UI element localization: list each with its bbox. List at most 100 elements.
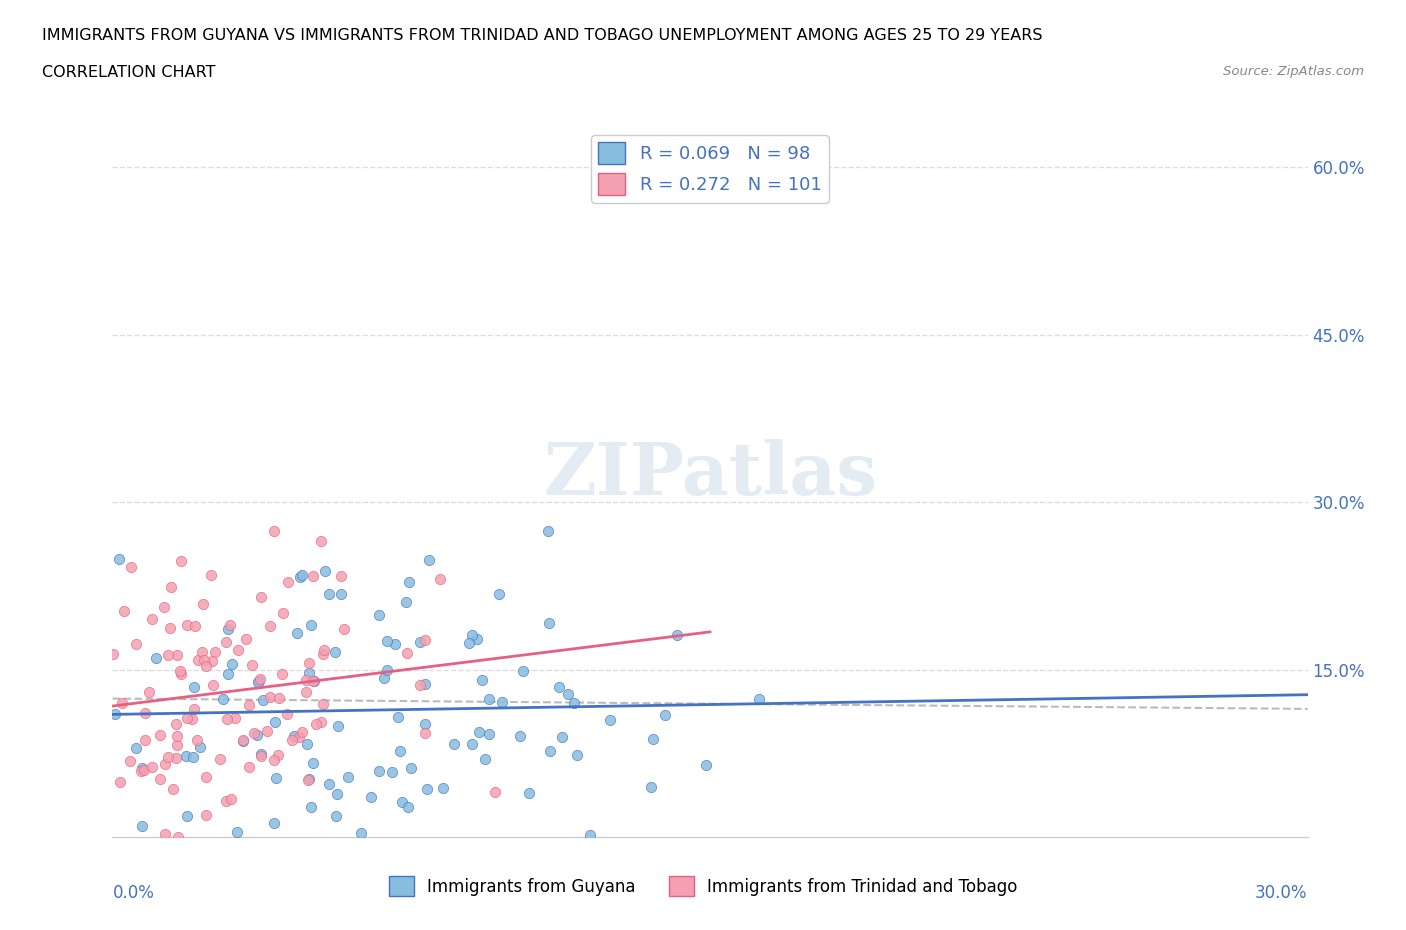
Immigrants from Guyana — [188, 739, 211, 754]
Immigrants from Guyana — [640, 779, 662, 794]
Immigrants from Trinidad and Tobago — [159, 620, 181, 635]
Immigrants from Trinidad and Tobago — [153, 827, 176, 842]
Immigrants from Guyana — [509, 729, 531, 744]
Immigrants from Trinidad and Tobago — [249, 671, 271, 686]
Immigrants from Trinidad and Tobago — [134, 706, 156, 721]
Immigrants from Trinidad and Tobago — [291, 724, 314, 739]
Immigrants from Guyana — [458, 636, 481, 651]
Immigrants from Trinidad and Tobago — [200, 567, 222, 582]
Immigrants from Guyana — [551, 730, 574, 745]
Immigrants from Guyana — [413, 676, 436, 691]
Immigrants from Trinidad and Tobago — [219, 618, 242, 632]
Immigrants from Trinidad and Tobago — [276, 575, 298, 590]
Immigrants from Trinidad and Tobago — [120, 560, 142, 575]
Immigrants from Guyana — [299, 618, 322, 632]
Immigrants from Guyana — [478, 691, 501, 706]
Immigrants from Guyana — [471, 672, 494, 687]
Immigrants from Trinidad and Tobago — [170, 553, 193, 568]
Immigrants from Guyana — [131, 818, 153, 833]
Immigrants from Guyana — [104, 706, 127, 721]
Immigrants from Trinidad and Tobago — [295, 684, 318, 699]
Immigrants from Trinidad and Tobago — [312, 643, 335, 658]
Immigrants from Guyana — [401, 761, 423, 776]
Immigrants from Trinidad and Tobago — [112, 604, 135, 618]
Immigrants from Guyana — [232, 733, 254, 748]
Immigrants from Guyana — [285, 626, 308, 641]
Immigrants from Guyana — [418, 552, 440, 567]
Immigrants from Guyana — [183, 750, 205, 764]
Immigrants from Trinidad and Tobago — [276, 706, 298, 721]
Immigrants from Guyana — [247, 674, 270, 689]
Legend: Immigrants from Guyana, Immigrants from Trinidad and Tobago: Immigrants from Guyana, Immigrants from … — [382, 870, 1024, 903]
Immigrants from Guyana — [381, 764, 404, 779]
Immigrants from Guyana — [461, 628, 484, 643]
Immigrants from Guyana — [467, 724, 489, 739]
Immigrants from Guyana — [367, 607, 389, 622]
Immigrants from Trinidad and Tobago — [120, 753, 142, 768]
Immigrants from Trinidad and Tobago — [193, 652, 215, 667]
Immigrants from Trinidad and Tobago — [166, 729, 188, 744]
Immigrants from Trinidad and Tobago — [201, 654, 224, 669]
Immigrants from Trinidad and Tobago — [302, 674, 325, 689]
Immigrants from Trinidad and Tobago — [298, 656, 321, 671]
Immigrants from Guyana — [547, 680, 569, 695]
Immigrants from Trinidad and Tobago — [228, 643, 250, 658]
Immigrants from Guyana — [318, 587, 340, 602]
Immigrants from Trinidad and Tobago — [176, 618, 198, 632]
Immigrants from Trinidad and Tobago — [157, 647, 180, 662]
Immigrants from Trinidad and Tobago — [408, 678, 430, 693]
Immigrants from Guyana — [567, 748, 589, 763]
Immigrants from Guyana — [176, 809, 198, 824]
Immigrants from Guyana — [245, 727, 267, 742]
Immigrants from Trinidad and Tobago — [141, 611, 163, 626]
Immigrants from Trinidad and Tobago — [184, 618, 207, 633]
Immigrants from Guyana — [368, 764, 391, 778]
Immigrants from Guyana — [395, 594, 418, 609]
Immigrants from Guyana — [537, 616, 560, 631]
Immigrants from Trinidad and Tobago — [110, 775, 132, 790]
Immigrants from Trinidad and Tobago — [267, 748, 290, 763]
Immigrants from Trinidad and Tobago — [138, 684, 160, 699]
Immigrants from Guyana — [283, 728, 305, 743]
Immigrants from Trinidad and Tobago — [429, 571, 451, 586]
Immigrants from Guyana — [474, 751, 496, 766]
Immigrants from Guyana — [145, 650, 167, 665]
Immigrants from Trinidad and Tobago — [176, 711, 198, 726]
Immigrants from Guyana — [314, 564, 336, 578]
Immigrants from Guyana — [391, 794, 413, 809]
Immigrants from Guyana — [579, 827, 602, 842]
Immigrants from Trinidad and Tobago — [183, 702, 205, 717]
Immigrants from Guyana — [225, 825, 247, 840]
Immigrants from Trinidad and Tobago — [217, 711, 239, 726]
Immigrants from Trinidad and Tobago — [250, 749, 273, 764]
Immigrants from Guyana — [557, 687, 579, 702]
Immigrants from Trinidad and Tobago — [162, 781, 184, 796]
Immigrants from Guyana — [183, 679, 205, 694]
Immigrants from Trinidad and Tobago — [132, 763, 155, 777]
Immigrants from Trinidad and Tobago — [187, 652, 209, 667]
Immigrants from Trinidad and Tobago — [330, 569, 353, 584]
Immigrants from Trinidad and Tobago — [209, 751, 232, 766]
Immigrants from Trinidad and Tobago — [238, 698, 260, 712]
Immigrants from Guyana — [488, 587, 510, 602]
Immigrants from Guyana — [461, 737, 484, 751]
Immigrants from Trinidad and Tobago — [232, 733, 254, 748]
Immigrants from Trinidad and Tobago — [295, 672, 318, 687]
Immigrants from Guyana — [221, 657, 243, 671]
Immigrants from Guyana — [478, 727, 501, 742]
Immigrants from Trinidad and Tobago — [215, 635, 238, 650]
Immigrants from Trinidad and Tobago — [149, 727, 172, 742]
Immigrants from Trinidad and Tobago — [259, 618, 281, 633]
Immigrants from Guyana — [360, 790, 382, 804]
Immigrants from Trinidad and Tobago — [186, 732, 208, 747]
Text: CORRELATION CHART: CORRELATION CHART — [42, 65, 215, 80]
Immigrants from Guyana — [599, 712, 621, 727]
Immigrants from Guyana — [298, 666, 321, 681]
Immigrants from Trinidad and Tobago — [166, 829, 188, 844]
Text: 30.0%: 30.0% — [1256, 884, 1308, 902]
Immigrants from Trinidad and Tobago — [219, 791, 242, 806]
Immigrants from Guyana — [299, 800, 322, 815]
Immigrants from Guyana — [666, 628, 689, 643]
Immigrants from Trinidad and Tobago — [243, 725, 266, 740]
Immigrants from Guyana — [323, 644, 346, 659]
